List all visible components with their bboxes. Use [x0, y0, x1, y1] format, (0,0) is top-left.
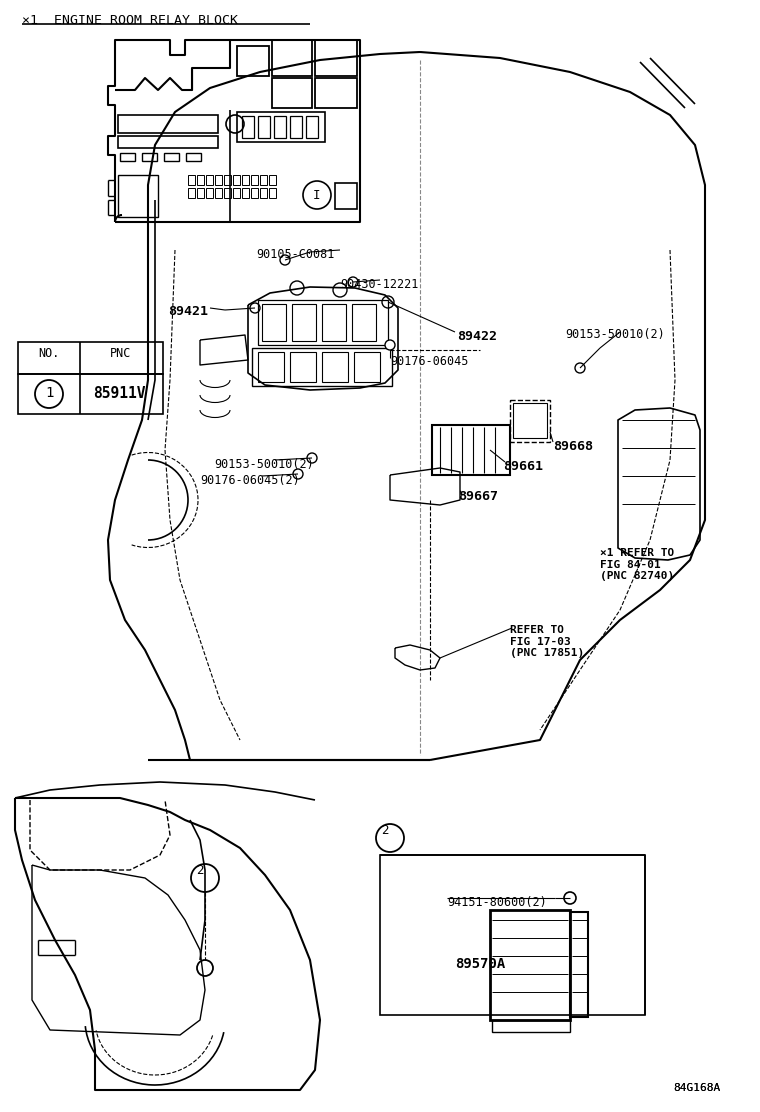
Bar	[242, 175, 249, 185]
Text: 84G168A: 84G168A	[673, 1083, 720, 1093]
Bar	[237, 46, 269, 76]
Bar	[510, 400, 550, 441]
Text: 90153-50010(2): 90153-50010(2)	[214, 458, 314, 471]
Bar	[260, 175, 267, 185]
Text: REFER TO
FIG 17-03
(PNC 17851): REFER TO FIG 17-03 (PNC 17851)	[510, 625, 584, 658]
Bar	[262, 304, 286, 341]
Bar	[18, 342, 163, 374]
Bar	[306, 116, 318, 138]
Bar	[251, 175, 258, 185]
Bar	[315, 78, 357, 108]
Bar	[352, 304, 376, 341]
Text: 89422: 89422	[457, 330, 497, 342]
Bar	[269, 175, 276, 185]
Bar	[224, 188, 231, 198]
Bar	[118, 175, 158, 217]
Bar	[260, 188, 267, 198]
Bar	[272, 78, 312, 108]
Bar	[274, 116, 286, 138]
Bar	[242, 116, 254, 138]
Bar	[242, 188, 249, 198]
Text: 2: 2	[196, 864, 204, 876]
Bar	[432, 425, 510, 475]
Bar	[186, 153, 201, 161]
Text: NO.: NO.	[38, 347, 60, 360]
Bar	[322, 353, 348, 383]
Bar	[513, 403, 547, 438]
Bar	[380, 855, 645, 1015]
Text: 85911V: 85911V	[93, 386, 145, 401]
Text: ×1  ENGINE ROOM RELAY BLOCK: ×1 ENGINE ROOM RELAY BLOCK	[22, 14, 238, 27]
Bar	[233, 188, 240, 198]
Bar	[206, 175, 213, 185]
Bar	[215, 188, 222, 198]
Bar	[269, 188, 276, 198]
Bar	[292, 304, 316, 341]
Bar	[164, 153, 179, 161]
Bar	[215, 175, 222, 185]
Bar	[224, 175, 231, 185]
Text: 90153-50010(2): 90153-50010(2)	[565, 328, 665, 341]
Bar	[197, 175, 204, 185]
Text: 89570A: 89570A	[455, 957, 505, 971]
Bar	[258, 300, 388, 345]
Text: ×1 REFER TO
FIG 84-01
(PNC 82740): ×1 REFER TO FIG 84-01 (PNC 82740)	[600, 548, 674, 582]
Text: 89421: 89421	[168, 305, 208, 318]
Bar	[18, 374, 163, 414]
Bar	[290, 353, 316, 383]
Text: 89661: 89661	[503, 460, 543, 473]
Text: 90176-06045: 90176-06045	[390, 355, 468, 368]
Text: 90105-C0081: 90105-C0081	[256, 248, 334, 261]
Bar	[258, 116, 270, 138]
Text: 89667: 89667	[458, 490, 498, 503]
Text: 90430-12221: 90430-12221	[340, 278, 418, 291]
Bar	[120, 153, 135, 161]
Text: PNC: PNC	[110, 347, 131, 360]
Bar	[570, 912, 588, 1017]
Bar	[272, 40, 312, 76]
Bar	[188, 188, 195, 198]
Bar	[335, 183, 357, 209]
Bar	[206, 188, 213, 198]
Text: 94151-80600(2): 94151-80600(2)	[447, 896, 546, 909]
Text: 90176-06045(2): 90176-06045(2)	[200, 474, 299, 487]
Bar	[354, 353, 380, 383]
Text: I: I	[313, 189, 321, 202]
Bar	[188, 175, 195, 185]
Text: 84G168A: 84G168A	[673, 1083, 720, 1093]
Bar	[118, 115, 218, 133]
Bar	[322, 304, 346, 341]
Bar	[237, 112, 325, 142]
Bar	[197, 188, 204, 198]
Bar	[118, 136, 218, 148]
Text: 2: 2	[382, 824, 389, 836]
Bar	[251, 188, 258, 198]
Bar	[258, 353, 284, 383]
Bar	[290, 116, 302, 138]
Bar	[315, 40, 357, 76]
Bar	[252, 348, 392, 386]
Text: 1: 1	[45, 386, 53, 400]
Bar	[490, 910, 570, 1020]
Circle shape	[385, 340, 395, 350]
Bar	[233, 175, 240, 185]
Bar	[492, 1020, 570, 1032]
Bar	[142, 153, 157, 161]
Text: 89668: 89668	[553, 440, 593, 453]
